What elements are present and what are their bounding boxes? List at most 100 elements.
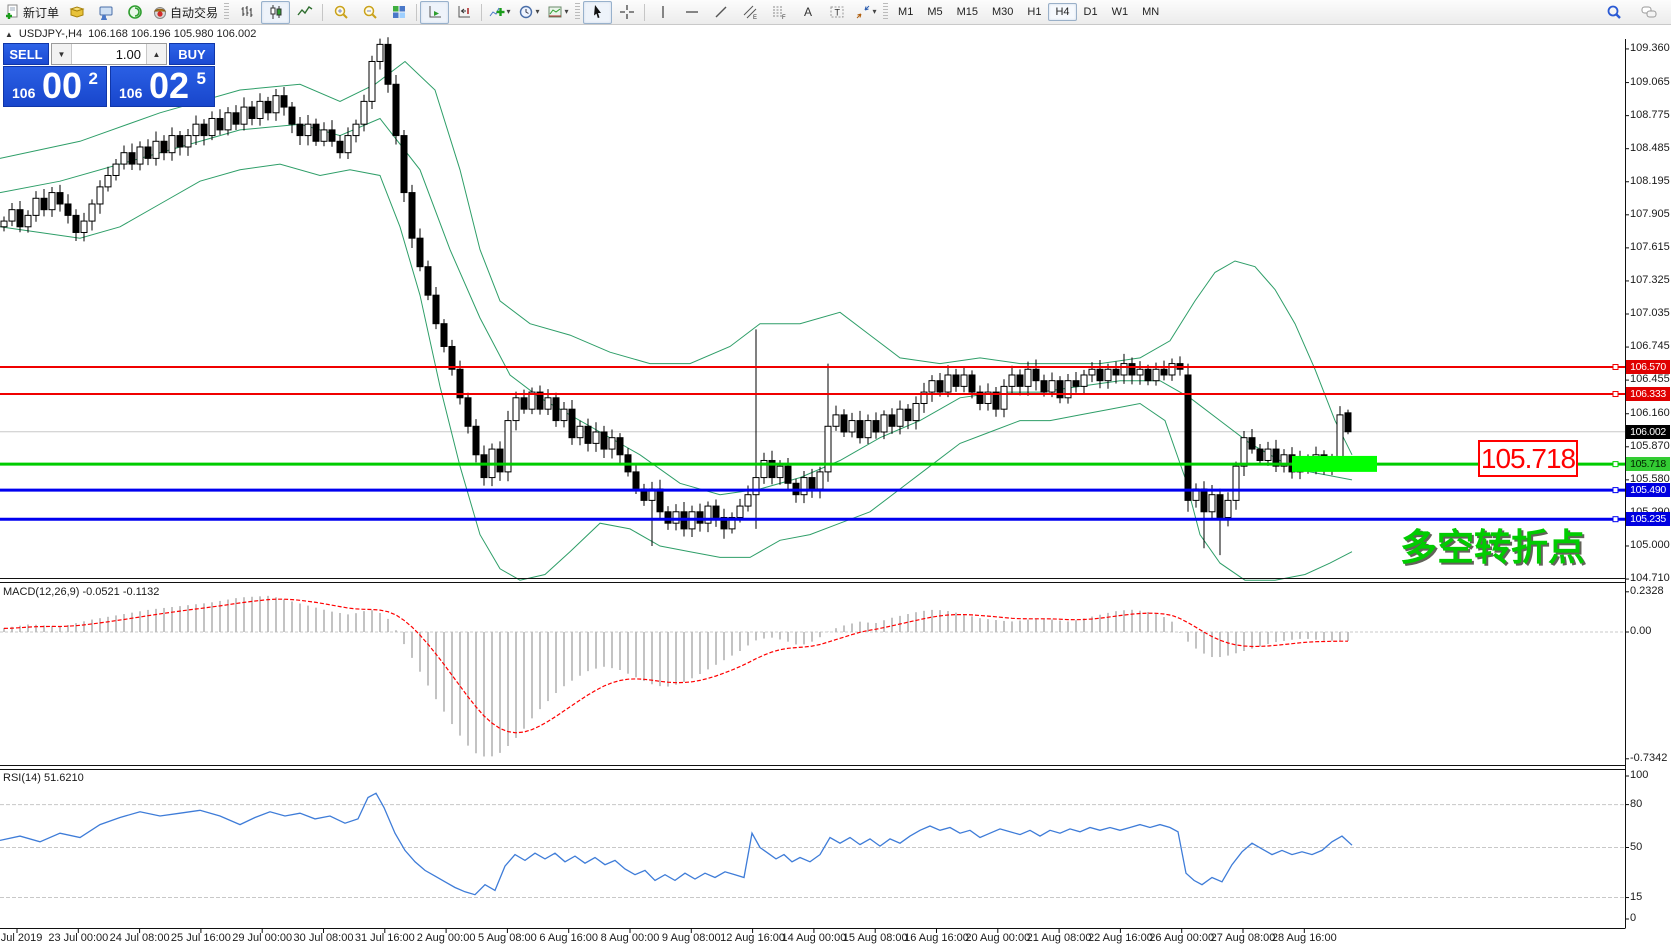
line-handle[interactable] bbox=[1612, 461, 1619, 468]
terminal-button[interactable] bbox=[91, 1, 120, 24]
chevron-down-icon[interactable]: ▾ bbox=[535, 7, 540, 16]
line-handle[interactable] bbox=[1612, 364, 1619, 370]
volume-increase-icon[interactable]: ▲ bbox=[146, 44, 166, 64]
chart-title: ▲ USDJPY-,H4 106.168 106.196 105.980 106… bbox=[5, 28, 256, 40]
bid-price-tag: 106.002 bbox=[1626, 424, 1670, 439]
templates-button[interactable]: ▾ bbox=[543, 1, 572, 24]
timeframe-d1-button[interactable]: D1 bbox=[1083, 6, 1098, 18]
arrows-button[interactable]: ▾ bbox=[851, 1, 880, 24]
strategy-tester-button[interactable] bbox=[120, 1, 149, 24]
text-button[interactable]: A bbox=[793, 1, 822, 24]
time-axis-label: 21 Aug 08:00 bbox=[1026, 932, 1092, 944]
zoom-in-button[interactable] bbox=[326, 1, 355, 24]
rsi-axis-tick: 15 bbox=[1630, 890, 1643, 903]
crosshair-icon bbox=[619, 5, 634, 19]
equidistant-channel-button[interactable]: E bbox=[735, 1, 764, 24]
macd-signal-line bbox=[3, 598, 1348, 734]
price-axis-tick: 106.745 bbox=[1630, 340, 1670, 353]
highlight-rectangle[interactable] bbox=[1292, 455, 1377, 472]
level-price-tag[interactable]: 105.718 bbox=[1626, 457, 1670, 472]
tile-windows-button[interactable] bbox=[384, 1, 413, 24]
rsi-indicator-label: RSI(14) 51.6210 bbox=[3, 772, 84, 784]
chat-button[interactable] bbox=[1634, 1, 1663, 24]
bar-chart-button[interactable] bbox=[232, 1, 261, 24]
level-price-tag[interactable]: 105.235 bbox=[1626, 512, 1670, 527]
band-upper bbox=[0, 60, 1353, 456]
price-axis-tick: 109.360 bbox=[1630, 41, 1670, 54]
fibonacci-button[interactable]: F bbox=[764, 1, 793, 24]
chevron-down-icon[interactable]: ▾ bbox=[506, 7, 511, 16]
volume-value[interactable]: 1.00 bbox=[115, 46, 141, 62]
timeframe-h4-button[interactable]: H4 bbox=[1048, 3, 1077, 21]
time-axis-label: 16 Aug 16:00 bbox=[904, 932, 969, 944]
line-chart-button[interactable] bbox=[290, 1, 319, 24]
arrows-icon bbox=[856, 5, 869, 19]
autotrading-button[interactable]: 自动交易 bbox=[149, 1, 221, 24]
timeframe-m30-button[interactable]: M30 bbox=[992, 6, 1014, 18]
cursor-button[interactable] bbox=[583, 0, 613, 24]
buy-price-box[interactable]: 106 02 5 bbox=[110, 65, 215, 107]
crosshair-button[interactable] bbox=[612, 1, 641, 24]
timeframe-m15-button[interactable]: M15 bbox=[956, 6, 978, 18]
timeframe-h1-button[interactable]: H1 bbox=[1027, 6, 1042, 18]
vertical-line-button[interactable] bbox=[648, 1, 677, 24]
timeframe-mn-button[interactable]: MN bbox=[1142, 6, 1160, 18]
buy-button[interactable]: BUY bbox=[169, 43, 215, 65]
level-price-tag[interactable]: 106.570 bbox=[1626, 360, 1670, 374]
turning-point-annotation[interactable]: 多空转折点 bbox=[1400, 525, 1585, 569]
terminal-icon bbox=[99, 6, 113, 20]
svg-text:A: A bbox=[804, 5, 812, 19]
line-handle[interactable] bbox=[1612, 487, 1619, 494]
price-axis-tick: 107.325 bbox=[1630, 273, 1670, 286]
level-price-tag[interactable]: 106.333 bbox=[1626, 387, 1670, 402]
line-handle[interactable] bbox=[1612, 391, 1619, 398]
price-axis-tick: 105.580 bbox=[1630, 472, 1670, 485]
chevron-down-icon[interactable]: ▾ bbox=[564, 7, 569, 16]
level-price-tag[interactable]: 105.490 bbox=[1626, 483, 1670, 498]
timeframe-m1-button[interactable]: M1 bbox=[898, 6, 914, 18]
time-axis-label: 31 Jul 16:00 bbox=[354, 932, 415, 944]
shift-icon bbox=[458, 6, 470, 18]
sell-price-box[interactable]: 106 00 2 bbox=[3, 65, 107, 107]
collapse-panel-icon[interactable]: ▲ bbox=[5, 29, 13, 39]
price-axis-tick: 108.485 bbox=[1630, 141, 1670, 154]
volume-decrease-icon[interactable]: ▼ bbox=[52, 44, 72, 64]
cursor-icon bbox=[593, 5, 601, 18]
horizontal-level-lines[interactable] bbox=[0, 364, 1625, 523]
text-label-button[interactable]: T bbox=[822, 1, 851, 24]
price-callout-105718[interactable]: 105.718 bbox=[1478, 440, 1578, 477]
rsi-pane bbox=[0, 792, 1625, 899]
search-button[interactable] bbox=[1599, 1, 1628, 24]
neworder-icon bbox=[6, 4, 18, 19]
periods-button[interactable]: ▾ bbox=[514, 1, 543, 24]
autoscroll-icon bbox=[429, 6, 441, 18]
indicators-button[interactable]: ▾ bbox=[485, 1, 514, 24]
toolbar-grip bbox=[224, 3, 230, 21]
volume-spinner[interactable]: ▼ 1.00 ▲ bbox=[51, 43, 167, 65]
history-center-button[interactable] bbox=[62, 1, 91, 24]
macd-indicator-label: MACD(12,26,9) -0.0521 -0.1132 bbox=[3, 586, 160, 598]
autotrade-icon bbox=[153, 7, 167, 19]
trendline-button[interactable] bbox=[706, 1, 735, 24]
indicators-icon bbox=[489, 7, 505, 17]
sell-button[interactable]: SELL bbox=[3, 43, 49, 65]
chart-shift-button[interactable] bbox=[449, 1, 478, 24]
macd-pane bbox=[0, 595, 1625, 757]
horizontal-line-button[interactable] bbox=[677, 1, 706, 24]
time-axis-label: 15 Aug 08:00 bbox=[842, 932, 908, 944]
new-order-button[interactable]: 新订单 bbox=[2, 1, 62, 24]
timeframe-m5-button[interactable]: M5 bbox=[927, 6, 943, 18]
line-handle[interactable] bbox=[1612, 516, 1619, 523]
zoom-out-button[interactable] bbox=[355, 1, 384, 24]
timeframe-w1-button[interactable]: W1 bbox=[1111, 6, 1129, 18]
auto-scroll-button[interactable] bbox=[420, 0, 450, 24]
candlestick-button[interactable] bbox=[261, 0, 291, 24]
time-axis-label: 14 Aug 00:00 bbox=[781, 932, 847, 944]
chevron-down-icon[interactable]: ▾ bbox=[872, 7, 877, 16]
tline-icon bbox=[715, 6, 727, 18]
textA-icon: A bbox=[804, 5, 812, 19]
fibo-icon: F bbox=[772, 6, 786, 20]
bars-icon bbox=[241, 6, 253, 17]
